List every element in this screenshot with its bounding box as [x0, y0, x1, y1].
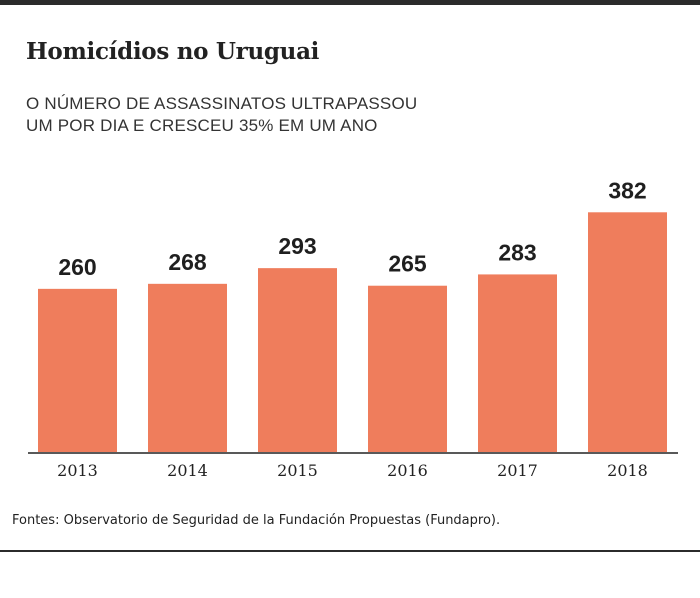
bar-2018	[588, 212, 667, 452]
bar-2013	[38, 288, 117, 452]
category-label-2016: 2016	[387, 461, 428, 480]
category-label-2013: 2013	[57, 461, 98, 480]
bar-2017	[478, 274, 557, 452]
category-label-2015: 2015	[277, 461, 318, 480]
value-label-2018: 382	[608, 177, 646, 203]
bar-2015	[258, 268, 337, 452]
value-label-2017: 283	[498, 239, 536, 265]
chart-title: Homicídios no Uruguai	[26, 38, 320, 65]
value-label-2014: 268	[168, 249, 207, 275]
category-label-2014: 2014	[167, 461, 208, 480]
bars-layer	[38, 212, 667, 452]
bar-2014	[148, 283, 227, 452]
value-labels-layer: 260 268 293 265 283 382	[58, 177, 646, 280]
value-label-2016: 265	[388, 251, 427, 277]
category-labels-layer: 2013 2014 2015 2016 2017 2018	[57, 461, 648, 480]
source-note: Fontes: Observatorio de Seguridad de la …	[12, 513, 501, 528]
bottom-rule	[0, 550, 700, 552]
category-label-2018: 2018	[607, 461, 648, 480]
bar-2016	[368, 285, 447, 452]
value-label-2015: 293	[278, 233, 316, 259]
category-label-2017: 2017	[497, 461, 538, 480]
value-label-2013: 260	[58, 254, 96, 280]
chart-subtitle: O NÚMERO DE ASSASSINATOS ULTRAPASSOU UM …	[26, 94, 418, 135]
top-rule	[0, 0, 700, 5]
